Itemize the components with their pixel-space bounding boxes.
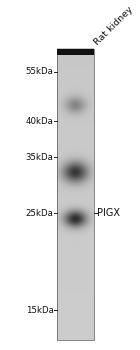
Text: Rat kidney: Rat kidney [93,5,135,47]
Text: 25kDa: 25kDa [25,209,53,218]
Text: 55kDa: 55kDa [25,67,53,76]
Bar [57,49,94,55]
Text: 15kDa: 15kDa [25,306,53,315]
Text: PIGX: PIGX [97,208,120,218]
Text: 35kDa: 35kDa [25,153,53,162]
Bar [57,49,94,340]
Text: 40kDa: 40kDa [25,117,53,126]
